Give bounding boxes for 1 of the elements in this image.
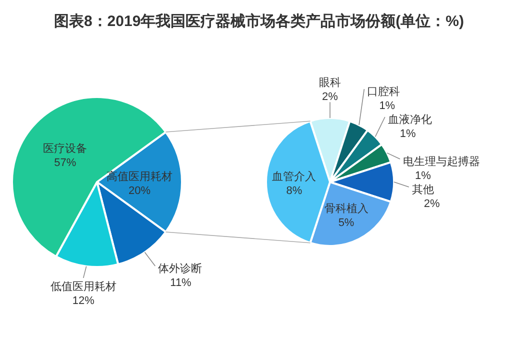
title: 图表8：2019年我国医疗器械市场各类产品市场份额(单位：%) (54, 13, 464, 30)
